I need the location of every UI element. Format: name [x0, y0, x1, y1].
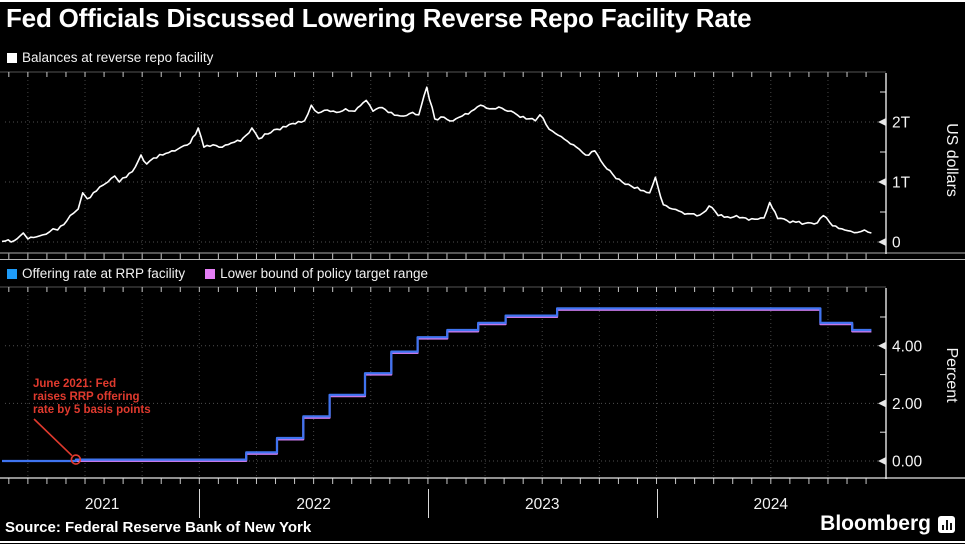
year-separator — [199, 489, 201, 518]
y-tick-label: 0.00 — [892, 454, 923, 471]
lower-bound-line — [2, 308, 872, 463]
balances-chart: 2T 1T 0 US dollars — [0, 71, 965, 260]
balances-line — [1, 86, 872, 243]
offering-rate-line — [2, 307, 872, 463]
top-border — [0, 0, 965, 2]
annotation-text: rate by 5 basis points — [33, 404, 151, 416]
legend-balances-label: Balances at reverse repo facility — [22, 50, 214, 65]
legend-lower-bound-label: Lower bound of policy target range — [220, 266, 428, 281]
bloomberg-terminal-icon — [938, 515, 955, 533]
year-separator — [656, 489, 658, 518]
source-caption: Source: Federal Reserve Bank of New York — [5, 519, 312, 536]
y-axis-title: Percent — [943, 347, 960, 403]
bloomberg-wordmark: Bloomberg — [820, 512, 931, 535]
y-tick-label: 2.00 — [892, 396, 923, 413]
annotation-arrow — [33, 418, 73, 457]
legend-item-offering: Offering rate at RRP facility — [7, 266, 185, 281]
grid — [5, 287, 886, 478]
y-tick-label: 1T — [892, 175, 911, 192]
offering-rate-swatch-icon — [7, 268, 17, 279]
y-tick-arrow — [878, 178, 886, 186]
y-tick-arrow — [878, 238, 886, 246]
chart-title: Fed Officials Discussed Lowering Reverse… — [6, 3, 752, 33]
rates-chart: 4.00 2.00 0.00 Percent June 2021: Fedraises … — [0, 286, 965, 484]
grid — [5, 72, 886, 253]
x-axis-year-label: 2024 — [753, 496, 788, 513]
legend-rates: Offering rate at RRP facility Lower boun… — [7, 266, 428, 281]
annotation-text: raises RRP offering — [33, 391, 140, 403]
bloomberg-logo: Bloomberg — [820, 512, 955, 536]
legend-balances: Balances at reverse repo facility — [7, 50, 213, 65]
y-tick-label: 4.00 — [892, 338, 923, 355]
legend-item-lower-bound: Lower bound of policy target range — [205, 266, 428, 281]
y-tick-arrow — [878, 118, 886, 126]
y-tick-arrow — [878, 341, 886, 350]
year-separator — [427, 489, 429, 518]
y-tick-arrow — [878, 399, 886, 408]
legend-offering-label: Offering rate at RRP facility — [22, 266, 186, 281]
annotation-circle — [70, 454, 82, 465]
y-tick-label: 2T — [892, 115, 911, 132]
lower-bound-swatch-icon — [205, 268, 216, 279]
annotation-text: June 2021: Fed — [33, 378, 116, 390]
x-axis-year-label: 2022 — [296, 496, 331, 513]
x-axis-year-label: 2021 — [84, 496, 120, 513]
y-tick-label: 0 — [892, 235, 901, 252]
bottom-border — [0, 541, 965, 543]
balances-swatch-icon — [7, 52, 17, 63]
y-tick-arrow — [878, 457, 886, 465]
x-axis-year-label: 2023 — [524, 496, 560, 513]
y-axis-title: US dollars — [943, 123, 960, 197]
legend-item-balances: Balances at reverse repo facility — [7, 50, 213, 65]
